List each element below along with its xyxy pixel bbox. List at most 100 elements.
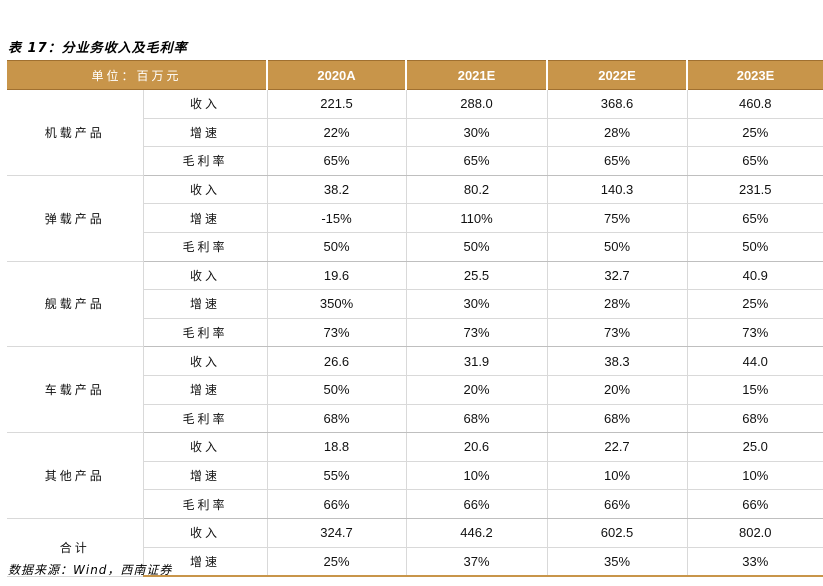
value-cell: 75%: [547, 203, 688, 233]
value-cell: 35%: [547, 547, 688, 578]
year-header: 2021E: [406, 60, 549, 90]
value-cell: 460.8: [687, 89, 823, 119]
table-row: 增速 55% 10% 10% 10%: [7, 461, 823, 491]
value-cell: 37%: [406, 547, 548, 578]
segment-name: 机载产品: [7, 89, 144, 176]
value-cell: 25%: [687, 289, 823, 319]
metric-label: 毛利率: [143, 489, 268, 519]
metric-label: 收入: [143, 518, 268, 548]
segment-name: 其他产品: [7, 432, 144, 519]
value-cell: 20%: [406, 375, 548, 405]
table-row: 其他产品 收入 18.8 20.6 22.7 25.0: [7, 432, 823, 519]
value-cell: 66%: [267, 489, 407, 519]
value-cell: 30%: [406, 289, 548, 319]
table-row: 增速 50% 20% 20% 15%: [7, 375, 823, 405]
value-cell: 50%: [406, 232, 548, 262]
metric-label: 毛利率: [143, 232, 268, 262]
value-cell: 10%: [547, 461, 688, 491]
value-cell: 73%: [547, 318, 688, 348]
value-cell: 55%: [267, 461, 407, 491]
value-cell: 50%: [267, 232, 407, 262]
year-header: 2022E: [547, 60, 689, 90]
value-cell: 350%: [267, 289, 407, 319]
value-cell: 221.5: [267, 89, 407, 119]
value-cell: 20.6: [406, 432, 548, 462]
value-cell: 73%: [687, 318, 823, 348]
metric-label: 毛利率: [143, 318, 268, 348]
table-title: 表 17：分业务收入及毛利率: [8, 41, 188, 56]
value-cell: 446.2: [406, 518, 548, 548]
segment-name: 舰载产品: [7, 261, 144, 348]
value-cell: 73%: [406, 318, 548, 348]
value-cell: 10%: [687, 461, 823, 491]
value-cell: 33%: [687, 547, 823, 578]
value-cell: 65%: [687, 146, 823, 176]
value-cell: 110%: [406, 203, 548, 233]
value-cell: 22%: [267, 118, 407, 148]
table-row: 合计 收入 324.7 446.2 602.5 802.0: [7, 518, 823, 577]
metric-label: 增速: [143, 461, 268, 491]
value-cell: 20%: [547, 375, 688, 405]
value-cell: 31.9: [406, 346, 548, 376]
value-cell: 32.7: [547, 261, 688, 291]
table-row: 车载产品 收入 26.6 31.9 38.3 44.0: [7, 346, 823, 434]
value-cell: 18.8: [267, 432, 407, 462]
source-note: 数据来源：Wind，西南证券: [8, 563, 173, 577]
table-row: 弹载产品 收入 38.2 80.2 140.3 231.5: [7, 175, 823, 262]
unit-header: 单位：百万元: [7, 60, 269, 90]
value-cell: 25%: [267, 547, 407, 578]
value-cell: 44.0: [687, 346, 823, 376]
value-cell: 10%: [406, 461, 548, 491]
table-row: 增速 350% 30% 28% 25%: [7, 289, 823, 319]
table-row: 增速 22% 30% 28% 25%: [7, 118, 823, 148]
segment-name: 车载产品: [7, 346, 144, 434]
value-cell: 28%: [547, 118, 688, 148]
value-cell: 80.2: [406, 175, 548, 205]
value-cell: 73%: [267, 318, 407, 348]
value-cell: 38.2: [267, 175, 407, 205]
table-row: 毛利率 68% 68% 68% 68%: [7, 404, 823, 434]
table-row: 毛利率 65% 65% 65% 65%: [7, 146, 823, 176]
value-cell: 66%: [687, 489, 823, 519]
metric-label: 增速: [143, 289, 268, 319]
value-cell: 65%: [547, 146, 688, 176]
value-cell: 68%: [687, 404, 823, 434]
table-row: 增速 25% 37% 35% 33%: [7, 547, 823, 578]
value-cell: 288.0: [406, 89, 548, 119]
value-cell: 30%: [406, 118, 548, 148]
value-cell: 66%: [547, 489, 688, 519]
value-cell: 65%: [267, 146, 407, 176]
metric-label: 收入: [143, 89, 268, 119]
metric-label: 增速: [143, 547, 268, 578]
metric-label: 收入: [143, 261, 268, 291]
value-cell: 68%: [267, 404, 407, 434]
metric-label: 收入: [143, 346, 268, 376]
value-cell: 22.7: [547, 432, 688, 462]
value-cell: 68%: [406, 404, 548, 434]
value-cell: 40.9: [687, 261, 823, 291]
value-cell: 68%: [547, 404, 688, 434]
value-cell: 324.7: [267, 518, 407, 548]
metric-label: 增速: [143, 118, 268, 148]
table-row: 机载产品 收入 221.5 288.0 368.6 460.8: [7, 89, 823, 176]
header-row: 单位：百万元 2020A 2021E 2022E 2023E: [7, 60, 823, 90]
value-cell: 602.5: [547, 518, 688, 548]
metric-label: 收入: [143, 432, 268, 462]
value-cell: 38.3: [547, 346, 688, 376]
table-row: 毛利率 66% 66% 66% 66%: [7, 489, 823, 519]
value-cell: 50%: [687, 232, 823, 262]
metric-label: 毛利率: [143, 404, 268, 434]
metric-label: 增速: [143, 203, 268, 233]
value-cell: 140.3: [547, 175, 688, 205]
value-cell: 28%: [547, 289, 688, 319]
table-row: 毛利率 50% 50% 50% 50%: [7, 232, 823, 262]
table-row: 毛利率 73% 73% 73% 73%: [7, 318, 823, 348]
metric-label: 收入: [143, 175, 268, 205]
value-cell: 19.6: [267, 261, 407, 291]
value-cell: 66%: [406, 489, 548, 519]
value-cell: 15%: [687, 375, 823, 405]
value-cell: 802.0: [687, 518, 823, 548]
value-cell: 26.6: [267, 346, 407, 376]
revenue-table: 单位：百万元 2020A 2021E 2022E 2023E 机载产品 收入 221…: [7, 60, 823, 578]
table-row: 舰载产品 收入 19.6 25.5 32.7 40.9: [7, 261, 823, 348]
